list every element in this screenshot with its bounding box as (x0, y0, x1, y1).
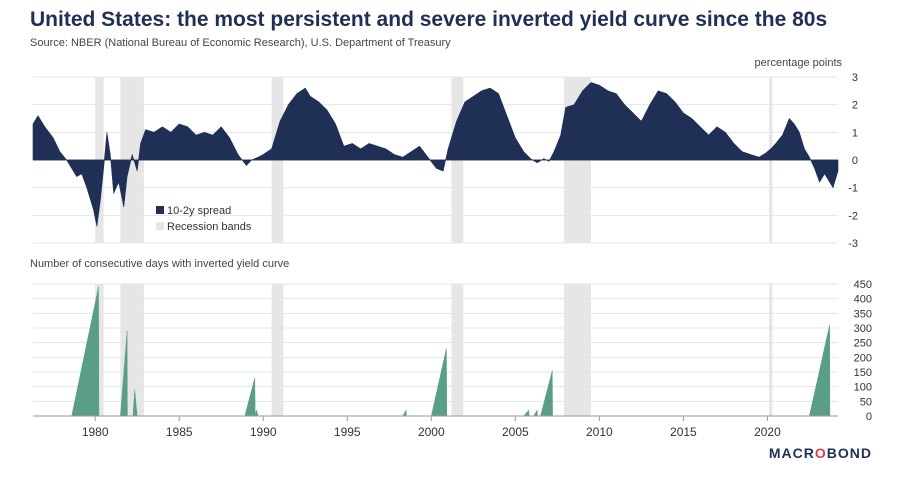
recession-band-5 (769, 284, 773, 416)
y-tick-label-top: 1 (852, 127, 858, 139)
y-tick-label-bottom: 350 (854, 308, 872, 320)
y-tick-label-bottom: 450 (854, 279, 872, 291)
inversion-days-area (33, 286, 838, 417)
x-tick-label: 1980 (82, 425, 109, 439)
logo-text-o: O (814, 445, 827, 461)
x-tick-label: 2005 (502, 425, 529, 439)
spread-area (32, 82, 839, 227)
y-axis-top: 3 2 1 0 -1 -2 -3 (848, 72, 858, 250)
recession-bands-bottom (95, 284, 773, 416)
legend-swatch-spread (156, 206, 164, 214)
x-tick-label: 1995 (334, 425, 361, 439)
legend-label-recession: Recession bands (167, 221, 252, 233)
inversion-days-series (33, 286, 838, 417)
x-tick-label: 2020 (754, 425, 781, 439)
y-tick-label-top: 0 (852, 155, 858, 167)
y-tick-label-bottom: 0 (866, 411, 872, 423)
y-axis-bottom: 450 400 350 300 250 200 150 100 50 0 (854, 279, 872, 423)
y-tick-label-bottom: 150 (854, 367, 872, 379)
x-tick-label: 2015 (670, 425, 697, 439)
logo-text-pre: MACR (768, 445, 815, 461)
recession-band-3 (451, 284, 464, 416)
x-tick-label: 2010 (586, 425, 613, 439)
y-tick-label-bottom: 100 (854, 382, 872, 394)
y-tick-label-top: 2 (852, 100, 858, 112)
legend: 10-2y spread Recession bands (156, 205, 252, 233)
recession-band-0 (95, 284, 104, 416)
chart-title: United States: the most persistent and s… (30, 8, 828, 31)
y-tick-label-top: -2 (848, 210, 858, 222)
recession-band-2 (271, 284, 284, 416)
spread-series (32, 82, 839, 227)
legend-swatch-recession (156, 222, 164, 230)
y-tick-label-bottom: 50 (860, 396, 872, 408)
logo-text-post: BOND (826, 445, 872, 461)
y-tick-label-top: -1 (848, 183, 858, 195)
y-tick-label-bottom: 300 (854, 323, 872, 335)
recession-band-4 (564, 284, 591, 416)
x-tick-label: 1985 (166, 425, 193, 439)
x-tick-label: 1990 (250, 425, 277, 439)
y-tick-label-top: -3 (848, 238, 858, 250)
macrobond-logo: MACROBOND (769, 445, 872, 461)
chart-source: Source: NBER (National Bureau of Economi… (30, 37, 451, 49)
legend-label-spread: 10-2y spread (167, 205, 231, 217)
unit-label: percentage points (754, 57, 842, 69)
y-tick-label-bottom: 400 (854, 294, 872, 306)
panel2-title: Number of consecutive days with inverted… (30, 258, 290, 270)
x-tick-label: 2000 (418, 425, 445, 439)
y-tick-label-bottom: 200 (854, 352, 872, 364)
y-tick-label-bottom: 250 (854, 338, 872, 350)
x-axis: 1980 1985 1990 1995 2000 2005 2010 2015 2020 (33, 415, 838, 439)
y-tick-label-top: 3 (852, 72, 858, 84)
